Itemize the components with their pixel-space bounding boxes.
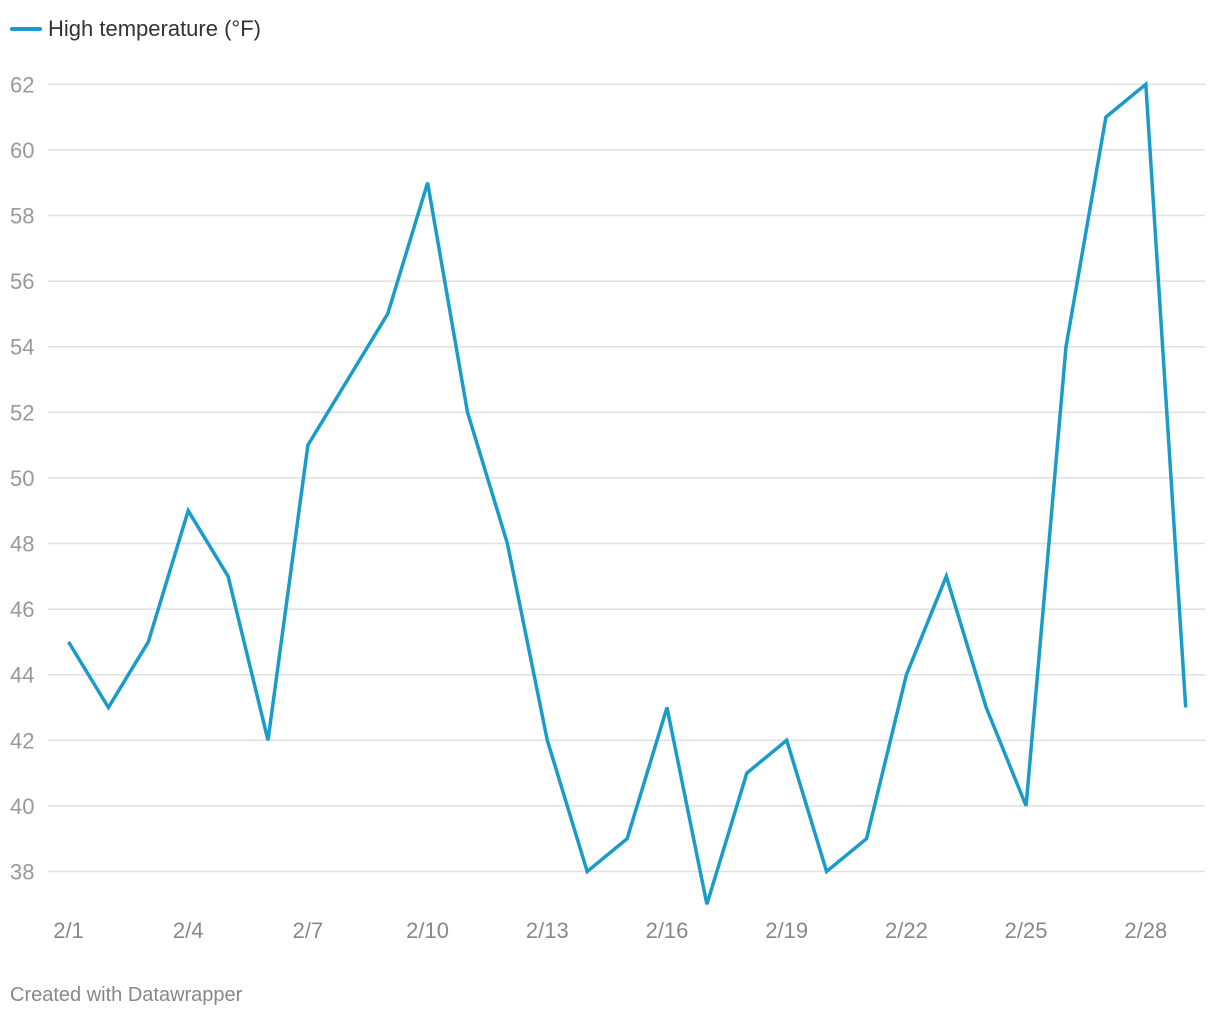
y-tick-label: 60 — [10, 138, 34, 163]
y-tick-label: 40 — [10, 794, 34, 819]
x-axis-ticks: 2/1 2/4 2/7 2/10 2/13 2/16 2/19 2/22 2/25 2/28 — [53, 918, 1167, 943]
x-tick-label: 2/7 — [293, 918, 324, 943]
x-tick-label: 2/25 — [1005, 918, 1048, 943]
x-tick-label: 2/22 — [885, 918, 928, 943]
x-tick-label: 2/16 — [646, 918, 689, 943]
legend-swatch — [10, 27, 42, 31]
y-tick-label: 54 — [10, 335, 34, 360]
x-tick-label: 2/10 — [406, 918, 449, 943]
legend: High temperature (°F) — [10, 16, 261, 42]
y-tick-label: 46 — [10, 597, 34, 622]
y-tick-label: 52 — [10, 400, 34, 425]
x-tick-label: 2/1 — [53, 918, 84, 943]
y-tick-label: 42 — [10, 728, 34, 753]
y-tick-label: 56 — [10, 269, 34, 294]
series-group — [67, 80, 1188, 905]
x-tick-label: 2/4 — [173, 918, 204, 943]
series-line-high-temperature — [67, 80, 1188, 905]
x-tick-label: 2/28 — [1124, 918, 1167, 943]
legend-label: High temperature (°F) — [48, 16, 261, 41]
y-tick-label: 58 — [10, 204, 34, 229]
y-tick-label: 50 — [10, 466, 34, 491]
y-tick-label: 38 — [10, 860, 34, 885]
gridlines — [48, 83, 1205, 873]
credit-text: Created with Datawrapper — [10, 984, 243, 1006]
x-tick-label: 2/13 — [526, 918, 569, 943]
y-tick-label: 48 — [10, 532, 34, 557]
x-tick-label: 2/19 — [765, 918, 808, 943]
y-tick-label: 62 — [10, 72, 34, 97]
y-axis-ticks: 38 40 42 44 46 48 50 52 54 56 58 60 62 — [10, 72, 34, 884]
y-tick-label: 44 — [10, 663, 34, 688]
